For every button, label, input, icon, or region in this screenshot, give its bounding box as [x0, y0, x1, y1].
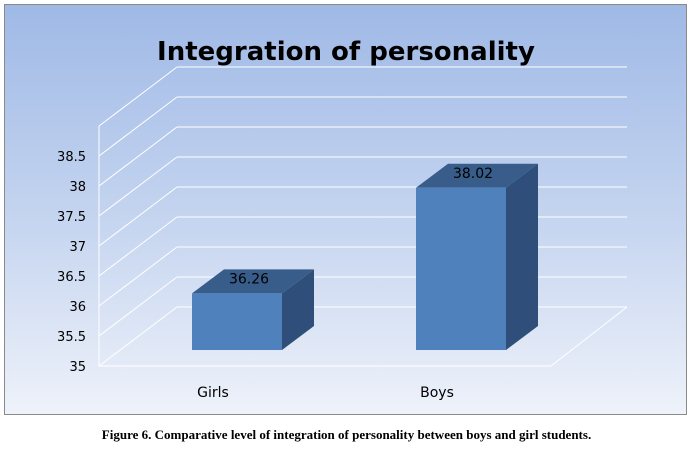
- bar-top-boys: [416, 163, 538, 188]
- side-gridline: [98, 156, 178, 217]
- bar-side-boys: [506, 163, 538, 350]
- side-gridline: [98, 96, 178, 157]
- y-tick-label: 37.5: [57, 210, 86, 225]
- side-gridline-top: [98, 66, 178, 127]
- chart-title: Integration of personality: [157, 37, 535, 67]
- x-tick-label: Boys: [420, 385, 454, 401]
- side-gridline: [98, 306, 178, 367]
- bar-top-girls: [192, 269, 314, 294]
- bar-boys: [416, 187, 506, 350]
- y-tick-label: 35.5: [57, 330, 86, 345]
- bar-girls: [192, 293, 282, 350]
- y-tick-label: 38: [69, 180, 86, 195]
- figure-caption: Figure 6. Comparative level of integrati…: [101, 427, 592, 442]
- side-gridline: [98, 186, 178, 247]
- floor-right-edge: [550, 306, 628, 367]
- y-tick-label: 35: [69, 360, 86, 375]
- side-gridline: [98, 216, 178, 277]
- y-tick-label: 36: [69, 300, 86, 315]
- y-tick-label: 37: [69, 240, 86, 255]
- y-tick-label: 38.5: [57, 150, 86, 165]
- data-label: 36.26: [229, 271, 269, 287]
- y-tick-label: 36.5: [57, 270, 86, 285]
- side-gridline: [98, 276, 178, 337]
- data-label: 38.02: [453, 166, 493, 182]
- side-gridline: [98, 246, 178, 307]
- side-gridline: [98, 126, 178, 187]
- bar-side-girls: [282, 269, 314, 350]
- chart-frame: [4, 4, 687, 415]
- chart: Integration of personality 35 35.5 36 36.5 37…: [57, 37, 628, 401]
- x-tick-label: Girls: [197, 385, 229, 401]
